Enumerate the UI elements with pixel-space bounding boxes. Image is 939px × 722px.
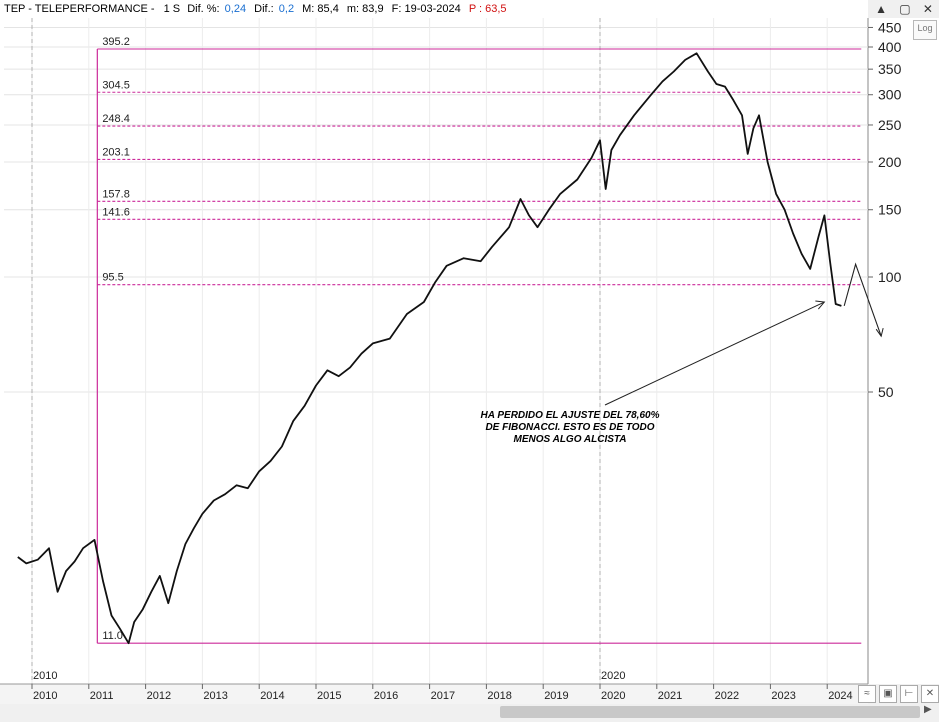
fib-level-label: 248.4: [102, 113, 130, 125]
x-tick-label: 2020: [601, 690, 625, 702]
interval-label: 1 S: [163, 3, 181, 15]
y-tick-label: 350: [878, 61, 902, 77]
projection-line: [843, 262, 882, 337]
annotation-line: MENOS ALGO ALCISTA: [513, 434, 627, 445]
close-icon[interactable]: ✕: [922, 2, 933, 16]
y-tick-label: 250: [878, 117, 902, 133]
chart-toolbar: ≈ ▣ ⊢ ✕: [858, 685, 939, 703]
dif-pct-label: Dif. %:: [187, 3, 220, 15]
fib-level-label: 95.5: [102, 272, 123, 284]
x-tick-label: 2024: [828, 690, 852, 702]
x-tick-label: 2018: [487, 690, 511, 702]
y-tick-label: 150: [878, 202, 902, 218]
fib-level-label: 304.5: [102, 79, 130, 91]
y-tick-label: 200: [878, 154, 902, 170]
zoom-icon[interactable]: ≈: [858, 685, 876, 703]
x-tick-label: 2012: [147, 690, 171, 702]
x-tick-label: 2016: [374, 690, 398, 702]
dif-pct-value: 0,24: [224, 3, 247, 15]
annotation-arrowhead: [815, 300, 826, 310]
x-tick-label: 2013: [203, 690, 227, 702]
fib-level-label: 141.6: [102, 206, 130, 218]
x-tick-label: 2021: [658, 690, 682, 702]
period-marker-label: 2010: [33, 670, 57, 682]
x-tick-label: 2010: [33, 690, 57, 702]
max-label: M: 85,4: [302, 3, 339, 15]
annotation-arrow: [604, 301, 825, 406]
y-tick-label: 400: [878, 39, 902, 55]
dif-label: Dif.:: [254, 3, 274, 15]
x-tick-label: 2015: [317, 690, 341, 702]
fib-level-label: 395.2: [102, 36, 130, 48]
y-axis-background: [868, 18, 939, 684]
log-scale-button[interactable]: Log: [913, 20, 937, 40]
close-icon[interactable]: ✕: [921, 685, 939, 703]
fib-level-label: 203.1: [102, 146, 130, 158]
y-tick-label: 50: [878, 384, 894, 400]
scroll-right-icon[interactable]: ▶: [924, 704, 932, 715]
x-tick-label: 2023: [771, 690, 795, 702]
plot-background: [0, 18, 868, 684]
price-series-line: [17, 52, 842, 645]
window-controls: ▲ ▢ ✕: [869, 0, 939, 18]
fit-icon[interactable]: ⊢: [900, 685, 918, 703]
annotation-line: HA PERDIDO EL AJUSTE DEL 78,60%: [480, 410, 660, 421]
projection-arrowhead: [875, 328, 884, 338]
fib-level-label: 11.0: [102, 630, 123, 642]
chart-header: TEP - TELEPERFORMANCE - 1 S Dif. %: 0,24…: [0, 0, 868, 18]
x-tick-label: 2019: [544, 690, 568, 702]
y-tick-label: 450: [878, 19, 902, 35]
x-tick-label: 2022: [715, 690, 739, 702]
horizontal-scrollbar[interactable]: [500, 706, 920, 718]
annotation-line: DE FIBONACCI. ESTO ES DE TODO: [485, 422, 655, 433]
min-label: m: 83,9: [346, 3, 384, 15]
price-chart: 50 100 150 200 250 300 350 400 450 2010 2011 2012 20…: [0, 18, 939, 704]
save-icon[interactable]: ▣: [879, 685, 897, 703]
x-tick-label: 2014: [260, 690, 284, 702]
dif-value: 0,2: [278, 3, 295, 15]
y-tick-label: 100: [878, 269, 902, 285]
x-axis-band: [0, 684, 868, 704]
symbol-label: TEP - TELEPERFORMANCE -: [4, 3, 155, 15]
x-tick-label: 2017: [431, 690, 455, 702]
annotation-text: HA PERDIDO EL AJUSTE DEL 78,60% DE FIBON…: [460, 410, 680, 446]
y-tick-label: 300: [878, 87, 902, 103]
maximize-icon[interactable]: ▢: [899, 2, 911, 16]
date-label: F: 19-03-2024: [391, 3, 461, 15]
scroll-up-icon[interactable]: ▲: [875, 2, 887, 16]
fib-level-label: 157.8: [102, 188, 130, 200]
period-marker-label: 2020: [601, 670, 625, 682]
price-label: P : 63,5: [468, 3, 507, 15]
x-tick-label: 2011: [90, 690, 114, 702]
